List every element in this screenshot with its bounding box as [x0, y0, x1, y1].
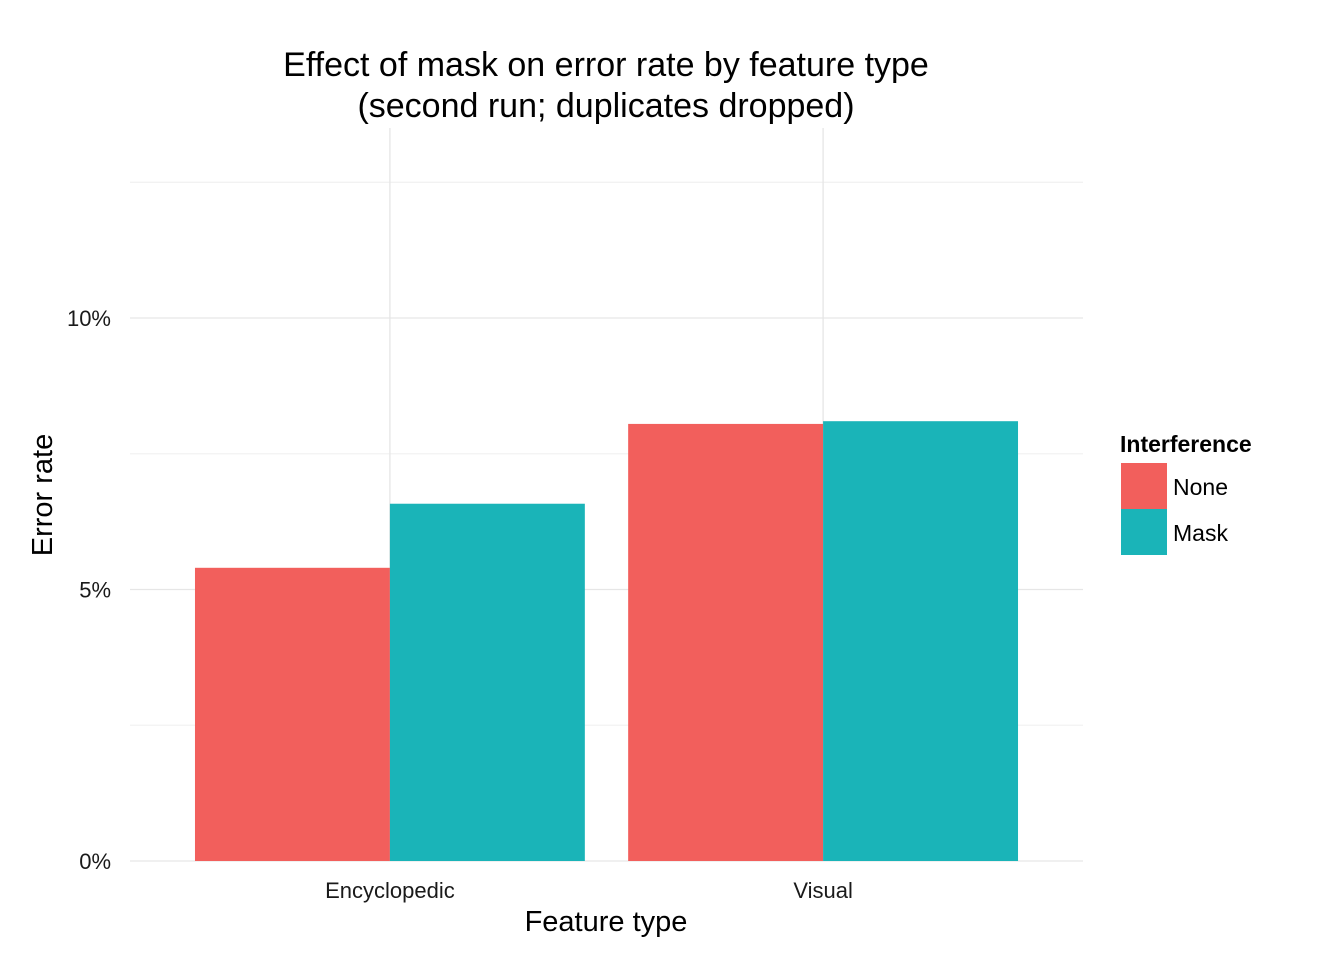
x-tick-label: Visual [793, 878, 853, 903]
chart-subtitle: (second run; duplicates dropped) [357, 87, 854, 125]
legend-items: None Mask [1121, 463, 1228, 555]
y-axis-title: Error rate [27, 434, 59, 556]
legend-label-mask: Mask [1173, 520, 1228, 546]
bar-visual-mask [823, 421, 1019, 861]
bar-encyclopedic-mask [389, 503, 585, 861]
x-tick-label: Encyclopedic [325, 878, 455, 903]
x-axis-ticks: Encyclopedic Visual [325, 878, 853, 903]
legend-swatch-mask [1121, 509, 1167, 555]
bar-visual-none [628, 423, 824, 861]
x-axis-title: Feature type [525, 906, 688, 938]
legend-title: Interference [1120, 431, 1252, 457]
bar-encyclopedic-none [194, 567, 390, 861]
y-tick-label: 0% [79, 849, 111, 874]
chart-title: Effect of mask on error rate by feature … [283, 46, 929, 84]
bars [194, 421, 1019, 861]
legend: Interference None Mask [1120, 431, 1252, 555]
y-axis-ticks: 0% 5% 10% [67, 306, 111, 874]
legend-swatch-none [1121, 463, 1167, 509]
y-tick-label: 10% [67, 306, 111, 331]
legend-label-none: None [1173, 474, 1228, 500]
y-tick-label: 5% [79, 578, 111, 603]
